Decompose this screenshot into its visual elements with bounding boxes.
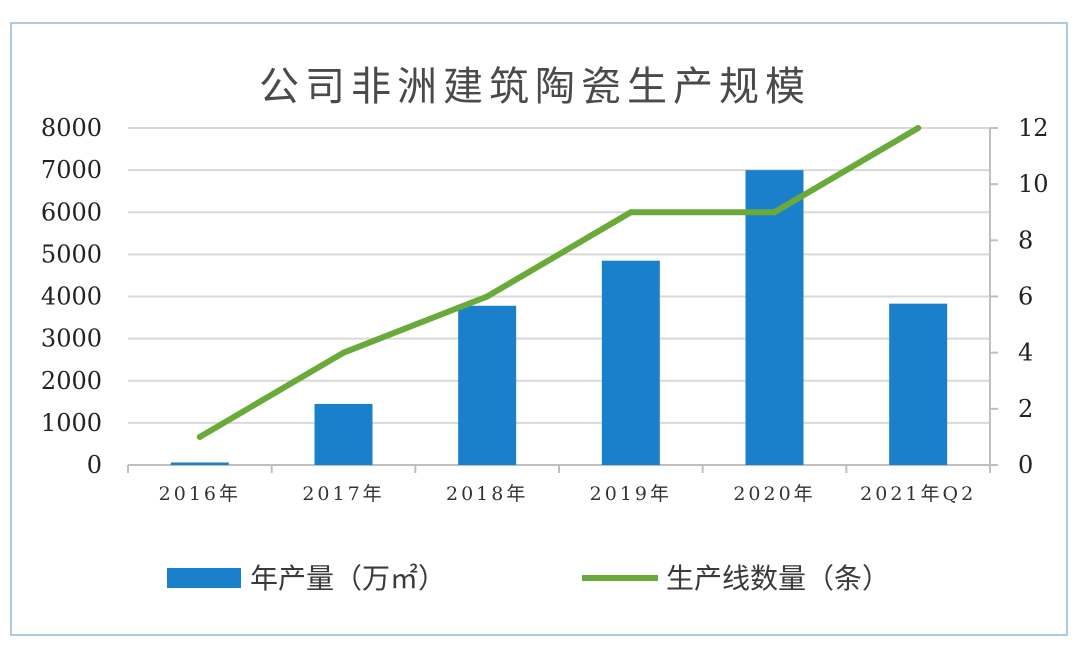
left-tick-label: 3000: [41, 325, 102, 353]
legend-line-label: 生产线数量（条）: [666, 562, 890, 595]
legend-bar-label: 年产量（万㎡）: [250, 562, 446, 595]
legend: 年产量（万㎡） 生产线数量（条）: [167, 562, 890, 595]
left-tick-label: 0: [87, 451, 102, 479]
right-tick-label: 6: [1018, 283, 1033, 311]
bar: [314, 403, 373, 465]
left-tick-label: 7000: [41, 156, 102, 184]
line-path: [196, 125, 922, 440]
left-tick-label: 2000: [41, 367, 102, 395]
right-tick-label: 12: [1018, 114, 1049, 142]
bar: [601, 260, 660, 465]
right-tick-label: 2: [1018, 395, 1033, 423]
bar: [889, 303, 948, 465]
bar: [458, 305, 517, 465]
x-axis-ticks: 2016年 2017年 2018年 2019年 2020年 2021年Q2: [159, 483, 976, 505]
legend-bar-swatch: [167, 568, 241, 588]
left-tick-label: 4000: [41, 283, 102, 311]
x-tick-label: 2020年: [733, 483, 815, 505]
bar: [745, 170, 804, 465]
right-tick-label: 10: [1018, 170, 1049, 198]
line-point: [915, 125, 922, 131]
line-point: [484, 293, 491, 300]
right-tick-label: 0: [1018, 451, 1033, 479]
line-point: [627, 209, 634, 216]
x-tick-label: 2017年: [302, 483, 384, 505]
right-axis-ticks: 0 2 4 6 8 10 12: [1018, 114, 1049, 479]
line-series: [196, 125, 922, 440]
line-point: [771, 209, 778, 216]
line-point: [340, 349, 347, 356]
left-tick-label: 5000: [41, 240, 102, 268]
x-tick-label: 2016年: [159, 483, 241, 505]
gridlines: [128, 127, 990, 424]
chart-title: 公司非洲建筑陶瓷生产规模: [259, 64, 811, 110]
bar-series: [170, 170, 948, 465]
x-tick-label: 2021年Q2: [860, 483, 976, 505]
bar: [170, 462, 229, 465]
left-tick-label: 6000: [41, 198, 102, 226]
right-tick-label: 4: [1018, 339, 1033, 367]
left-tick-label: 8000: [41, 114, 102, 142]
axes: [127, 127, 998, 473]
left-tick-label: 1000: [41, 409, 102, 437]
line-point: [196, 433, 203, 440]
right-tick-label: 8: [1018, 226, 1033, 254]
left-axis-ticks: 0 1000 2000 3000 4000 5000 6000 7000 8000: [41, 114, 102, 479]
x-tick-label: 2019年: [590, 483, 672, 505]
x-tick-label: 2018年: [446, 483, 528, 505]
